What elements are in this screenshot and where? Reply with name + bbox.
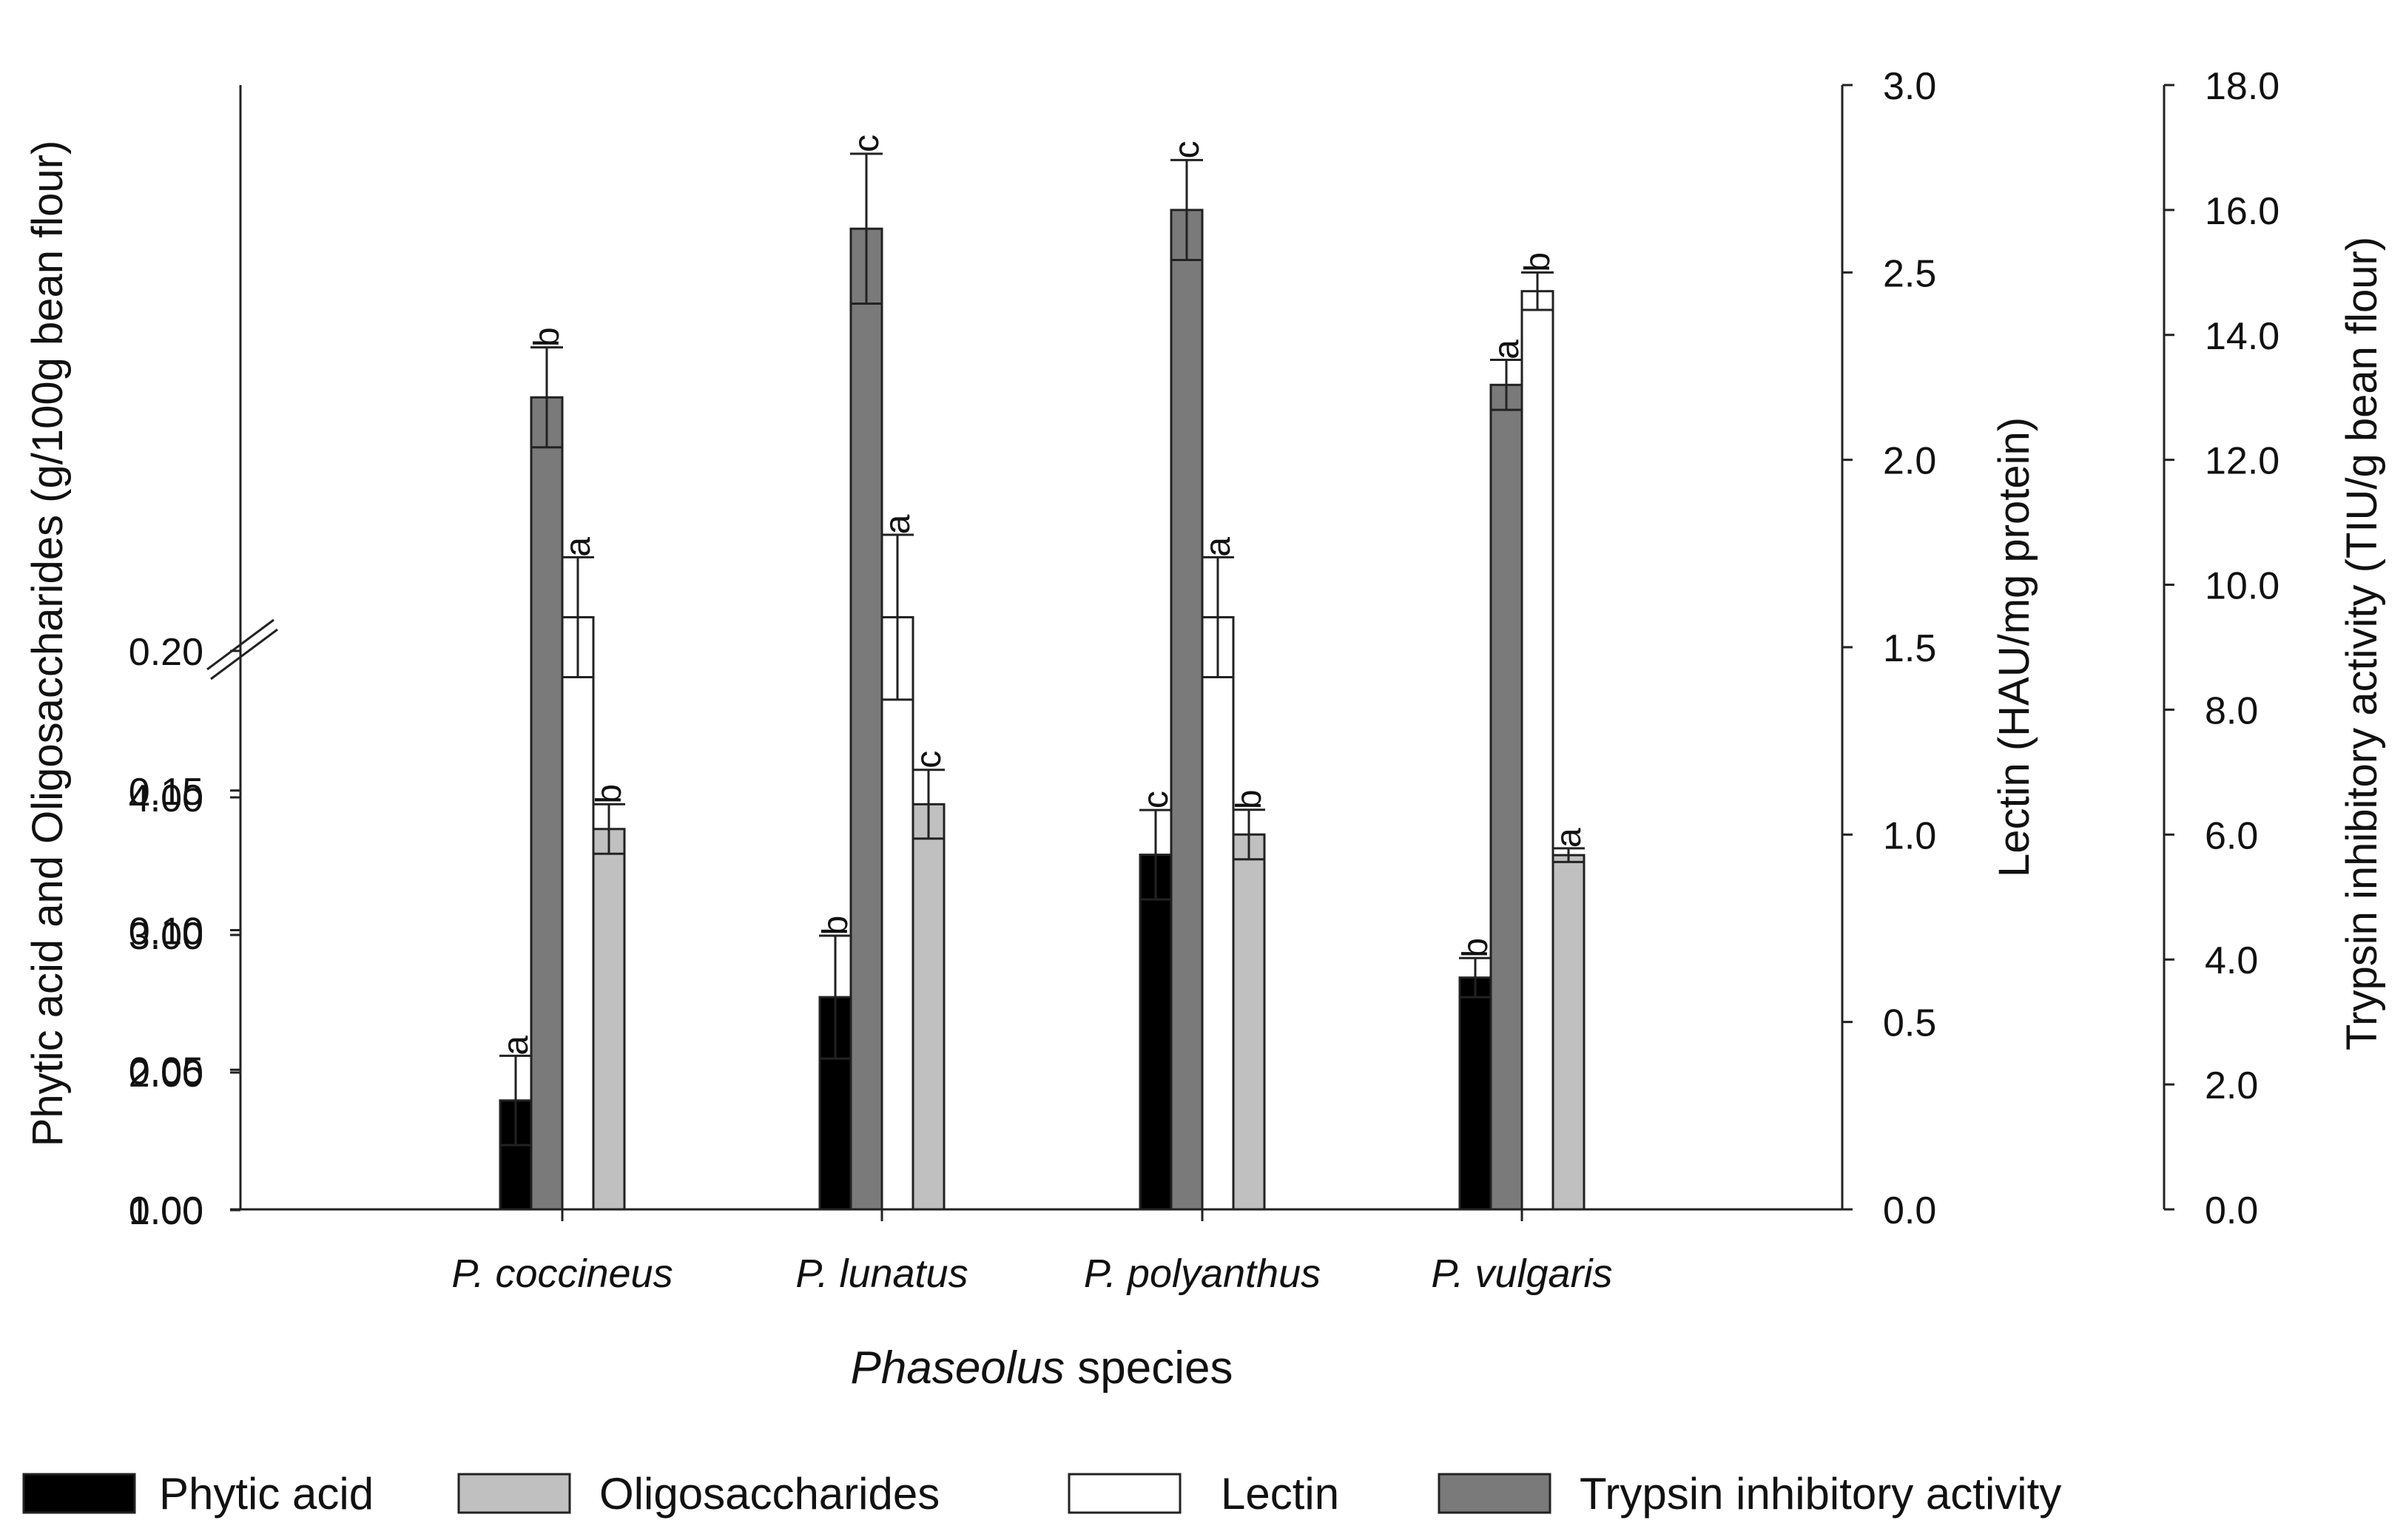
significance-letter: b: [1518, 252, 1557, 272]
y-left-tick-label: 0.20: [129, 631, 203, 674]
y-right2-tick-label: 0.0: [2205, 1189, 2258, 1232]
bar-lectin: [880, 615, 914, 1211]
legend-label: Phytic acid: [159, 1469, 374, 1519]
bar-oligosaccharides: [1551, 854, 1586, 1211]
y-right2-tick-label: 18.0: [2205, 65, 2279, 108]
x-axis-label-rest: species: [1065, 1343, 1233, 1394]
significance-letter: b: [1456, 938, 1495, 958]
y-right2-tick-label: 6.0: [2205, 814, 2258, 857]
legend-label: Oligosaccharides: [599, 1469, 940, 1519]
y-right2-tick-label: 8.0: [2205, 689, 2258, 732]
legend-swatch: [1068, 1473, 1182, 1514]
bar-oligosaccharides: [592, 828, 626, 1211]
x-axis-label: Phaseolus species: [851, 1343, 1233, 1394]
y-left-tick-label: 1.00: [129, 1190, 203, 1233]
legend-swatch: [1438, 1473, 1551, 1514]
legend-label: Lectin: [1221, 1469, 1339, 1519]
y-left-tick-label: 0.00: [129, 1189, 203, 1232]
significance-letter: a: [496, 1036, 536, 1056]
y-left-tick-label: 3.00: [129, 915, 203, 958]
y-left-tick-label: 0.05: [129, 1050, 203, 1092]
x-tick-label: P. vulgaris: [1431, 1252, 1612, 1296]
y-right2-tick-label: 14.0: [2205, 315, 2279, 358]
bar-trypsin-inhibitory-activity: [530, 396, 564, 1211]
bar-phytic-acid: [1458, 976, 1492, 1211]
y-right2-tick-label: 4.0: [2205, 939, 2258, 982]
axis-break-mark: [206, 618, 274, 671]
y-right1-tick-label: 3.0: [1883, 65, 1936, 108]
y-right2-tick-label: 2.0: [2205, 1064, 2258, 1107]
legend-label: Trypsin inhibitory activity: [1580, 1469, 2061, 1519]
significance-letter: a: [878, 514, 917, 534]
significance-letter: b: [1230, 789, 1269, 809]
significance-letter: b: [528, 327, 567, 347]
bar-trypsin-inhibitory-activity: [1170, 209, 1204, 1211]
plot-area: 0.00 0.05 0.10 0.15 0.20 1.00 2.00 3.00 4.00 0.0 0…: [129, 65, 2279, 1296]
bar-lectin: [561, 615, 595, 1211]
bar-oligosaccharides: [911, 803, 946, 1211]
y-right2-tick-label: 10.0: [2205, 565, 2279, 608]
significance-letter: a: [1487, 340, 1526, 359]
x-tick-label: P. polyanthus: [1084, 1252, 1321, 1296]
y-right2-tick-label: 12.0: [2205, 440, 2279, 483]
significance-letter: a: [1199, 537, 1238, 557]
bar-trypsin-inhibitory-activity: [1489, 383, 1523, 1211]
axis-break-mark: [210, 628, 278, 680]
legend-swatch: [22, 1473, 136, 1514]
legend: Phytic acid Oligosaccharides Lectin Trypsin…: [22, 1469, 2061, 1519]
y-right1-tick-label: 0.5: [1883, 1002, 1936, 1045]
y-right1-tick-label: 2.0: [1883, 440, 1936, 483]
y-right2-tick-label: 16.0: [2205, 190, 2279, 233]
x-axis-label-italic: Phaseolus: [851, 1343, 1065, 1394]
y-axis-right2-label: Trypsin inhibitory activity (TIU/g bean …: [2338, 237, 2386, 1050]
y-left-tick-label: 2.00: [129, 1053, 203, 1095]
significance-letter: c: [909, 751, 948, 769]
y-right1-tick-label: 1.0: [1883, 814, 1936, 857]
y-left-tick-label: 0.15: [129, 771, 203, 814]
significance-letter: c: [1167, 141, 1207, 158]
y-right1-tick-label: 1.5: [1883, 627, 1936, 670]
significance-letter: c: [847, 135, 886, 152]
y-left-tick-label: 0.10: [129, 911, 203, 953]
y-axis-right1-label: Lectin (HAU/mg protein): [1990, 417, 2038, 877]
significance-letter: c: [1136, 791, 1176, 808]
bar-lectin: [1201, 615, 1235, 1211]
y-axis-left-label: Phytic acid and Oligosaccharides (g/100g…: [24, 141, 72, 1147]
significance-letter: a: [559, 537, 598, 557]
significance-letter: b: [816, 916, 855, 936]
legend-swatch: [457, 1473, 571, 1514]
significance-letter: b: [590, 784, 629, 804]
y-left-tick-label: 4.00: [129, 777, 203, 820]
y-right1-tick-label: 2.5: [1883, 252, 1936, 295]
significance-letter: a: [1549, 828, 1588, 848]
bar-lectin: [1520, 290, 1554, 1211]
bar-phytic-acid: [1139, 854, 1173, 1211]
x-tick-label: P. lunatus: [795, 1252, 968, 1296]
x-tick-label: P. coccineus: [451, 1252, 673, 1296]
bar-oligosaccharides: [1232, 833, 1266, 1211]
y-right1-tick-label: 0.0: [1883, 1189, 1936, 1232]
bar-trypsin-inhibitory-activity: [849, 227, 883, 1211]
